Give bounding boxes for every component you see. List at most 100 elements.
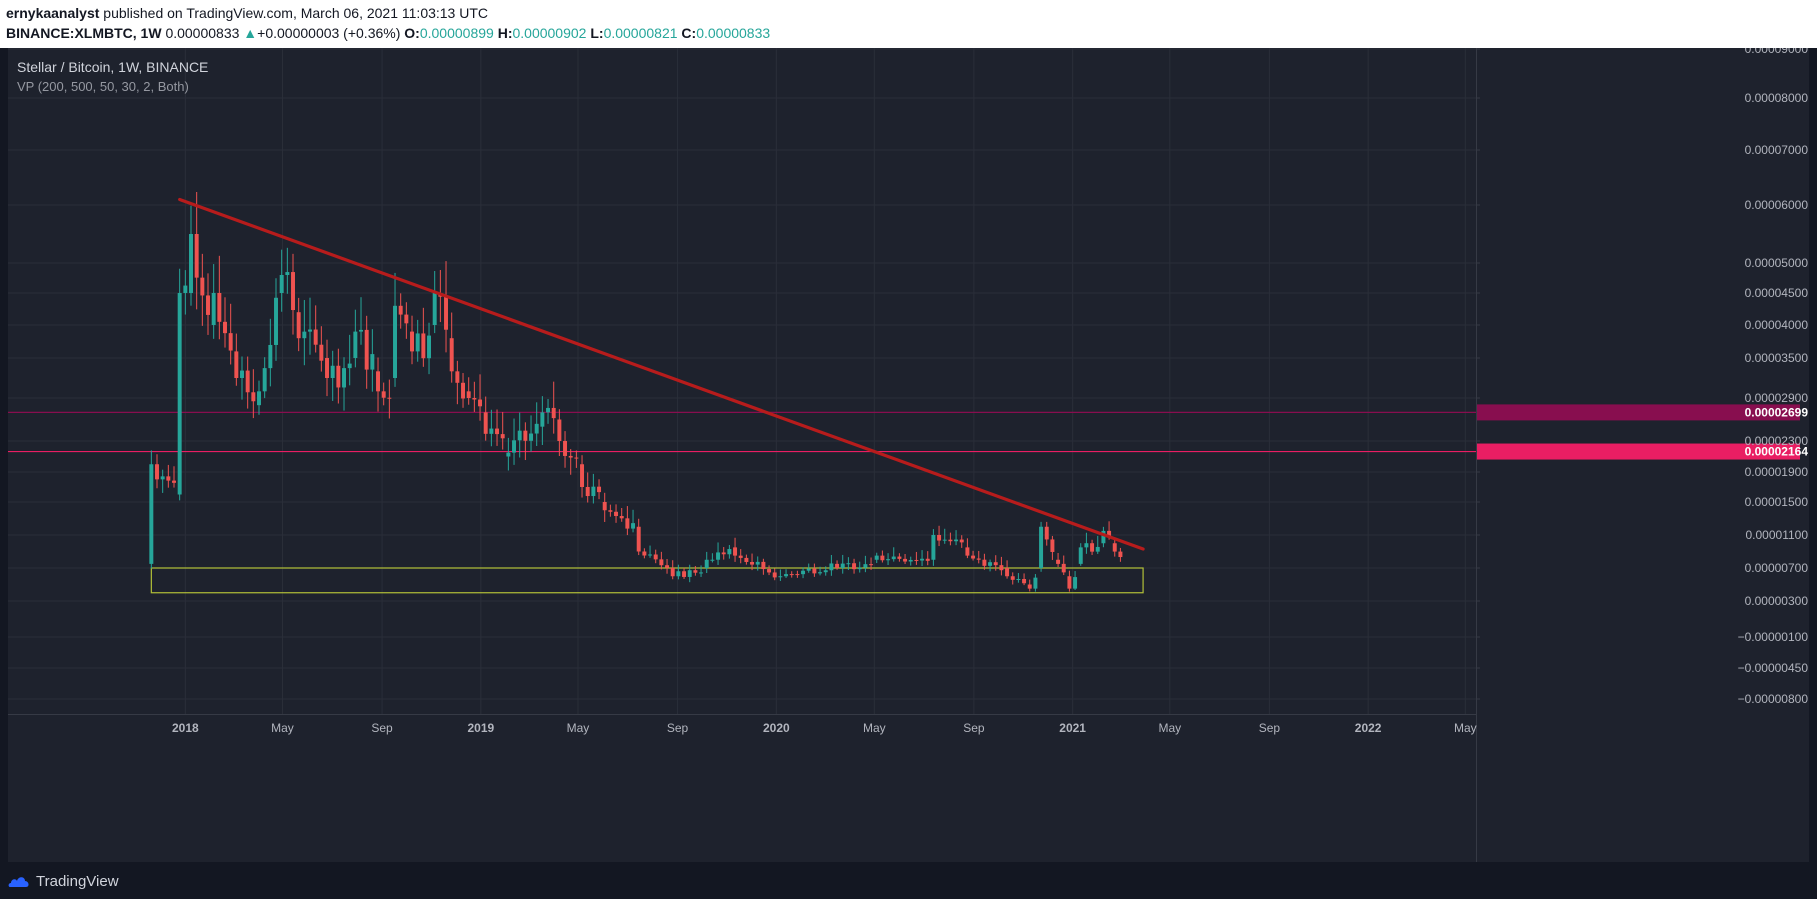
candle-body [1095, 546, 1100, 552]
candle-body [642, 551, 647, 556]
candle-body [920, 558, 925, 561]
candle-body [455, 371, 460, 383]
candle-body [160, 476, 165, 480]
candle-body [432, 293, 437, 325]
low-value: 0.00000821 [603, 25, 678, 41]
candle [1033, 574, 1038, 592]
candle [1050, 535, 1055, 560]
candle [291, 253, 295, 335]
candle-body [540, 412, 545, 427]
candle-body [1067, 576, 1072, 589]
candle-body [631, 523, 636, 529]
candle-body [166, 476, 171, 481]
candle-body [449, 338, 454, 372]
candle-body [1101, 530, 1106, 544]
trendline-layer[interactable] [178, 197, 1145, 551]
candle-body [404, 314, 409, 324]
candle [449, 312, 454, 383]
candle-body [1078, 547, 1083, 564]
candle-body [149, 464, 154, 564]
time-axis[interactable]: 2018 May Sep 2019 May Sep 2020 May Sep 2021 May Sep… [8, 714, 1477, 736]
support-zone-rectangle[interactable] [150, 567, 1144, 594]
candle [959, 535, 964, 548]
publication-info: published on TradingView.com, March 06, … [103, 5, 489, 21]
candle [177, 268, 182, 501]
price-tick-label: 0.00002900 [1745, 391, 1809, 405]
candle [812, 563, 817, 577]
candle [330, 350, 335, 401]
tradingview-brand[interactable]: TradingView [8, 870, 119, 892]
candle-body [200, 277, 205, 296]
footer [0, 864, 1817, 899]
candle [908, 556, 913, 566]
price-tick-label: 0.00009000 [1745, 48, 1809, 56]
candle [625, 506, 630, 536]
candle [206, 273, 210, 335]
candle [823, 566, 828, 576]
candle-body [993, 562, 998, 566]
candle-body [478, 399, 483, 407]
candle-body [721, 552, 726, 555]
candle [721, 547, 726, 560]
candle [925, 551, 930, 566]
candle [427, 322, 432, 375]
candle-body [466, 391, 471, 398]
candle [308, 297, 312, 355]
candle [1090, 539, 1095, 555]
candle-body [812, 568, 817, 574]
candle [676, 564, 681, 580]
candle-body [880, 555, 885, 561]
candle-body [891, 556, 896, 560]
candle-body [551, 407, 556, 419]
candle-body [211, 293, 216, 325]
time-tick-label: May [567, 721, 590, 735]
candle-body [325, 358, 329, 378]
chart-area[interactable]: 0.00002699 0.00002164 0.00009000 0.0000800… [8, 48, 1809, 862]
candle [710, 553, 715, 563]
price-level-label: 0.00002164 [1745, 445, 1809, 459]
candle [784, 569, 789, 578]
candle [466, 377, 471, 405]
candle [189, 205, 193, 306]
candle [194, 191, 199, 310]
price-tick-label: −0.00000800 [1738, 692, 1809, 706]
candle [370, 329, 375, 392]
candle [744, 554, 749, 565]
candle-body [245, 370, 250, 393]
candle-body [1118, 551, 1123, 558]
candle-body [387, 397, 392, 399]
candle-body [789, 574, 794, 576]
author-name[interactable]: ernykaanalyst [6, 5, 100, 21]
candle [211, 264, 216, 339]
candle-body [228, 333, 233, 351]
candle [971, 550, 976, 561]
candle-body [534, 423, 539, 434]
candle [597, 479, 602, 500]
candle [149, 450, 154, 569]
candle-body [591, 486, 596, 497]
candle-body [262, 368, 267, 392]
candle [398, 293, 403, 329]
descending-trendline[interactable] [178, 197, 1145, 551]
candle [829, 554, 834, 576]
candle [489, 409, 494, 447]
candle [217, 255, 222, 340]
candle [1027, 579, 1032, 592]
candle [1044, 521, 1049, 546]
candle-body [410, 331, 415, 352]
candle-body [823, 570, 828, 573]
candle [631, 509, 636, 533]
candle-body [489, 428, 494, 434]
candle-body [942, 539, 947, 541]
price-axis[interactable]: 0.00009000 0.00008000 0.00007000 0.00006000… [1476, 48, 1808, 862]
chart-canvas[interactable]: 0.00002699 0.00002164 0.00009000 0.0000800… [8, 48, 1809, 862]
close-value: 0.00000833 [696, 25, 771, 41]
horizontal-levels[interactable]: 0.00002699 0.00002164 [8, 404, 1809, 460]
candle-body [398, 305, 403, 315]
support-zone-layer[interactable] [150, 567, 1144, 594]
candle [857, 561, 862, 573]
candle [546, 398, 551, 424]
high-label: H: [497, 25, 513, 41]
candle-body [597, 486, 602, 493]
candle [767, 565, 772, 576]
